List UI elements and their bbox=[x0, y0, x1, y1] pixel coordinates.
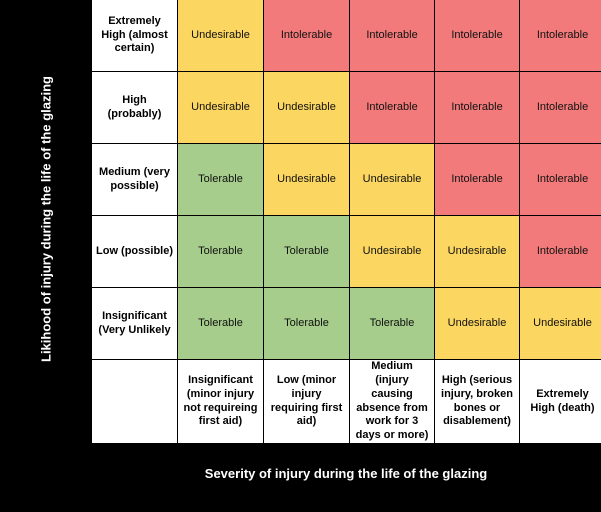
matrix-cell: Intolerable bbox=[520, 144, 601, 215]
matrix-cell: Tolerable bbox=[178, 216, 263, 287]
matrix-cell: Intolerable bbox=[435, 72, 519, 143]
matrix-cell: Undesirable bbox=[435, 288, 519, 359]
matrix-cell: Intolerable bbox=[520, 0, 601, 71]
matrix-cell: Intolerable bbox=[264, 0, 349, 71]
matrix-cell: Tolerable bbox=[264, 216, 349, 287]
matrix-cell: Undesirable bbox=[264, 144, 349, 215]
row-label: High (probably) bbox=[92, 72, 177, 143]
column-label: Medium (injury causing absence from work… bbox=[350, 360, 434, 443]
matrix-cell: Undesirable bbox=[435, 216, 519, 287]
matrix-cell: Intolerable bbox=[350, 72, 434, 143]
matrix-cell: Intolerable bbox=[350, 0, 434, 71]
matrix-cell: Intolerable bbox=[520, 72, 601, 143]
column-label: High (serious injury, broken bones or di… bbox=[435, 360, 519, 443]
matrix-cell: Intolerable bbox=[435, 144, 519, 215]
matrix-cell: Tolerable bbox=[350, 288, 434, 359]
row-label: Insignificant (Very Unlikely bbox=[92, 288, 177, 359]
matrix-cell: Undesirable bbox=[178, 72, 263, 143]
column-label: Insignificant (minor injury not requirei… bbox=[178, 360, 263, 443]
matrix-cell: Undesirable bbox=[520, 288, 601, 359]
column-label: Extremely High (death) bbox=[520, 360, 601, 443]
row-label: Extremely High (almost certain) bbox=[92, 0, 177, 71]
matrix-cell: Intolerable bbox=[520, 216, 601, 287]
matrix-cell: Undesirable bbox=[264, 72, 349, 143]
matrix-cell: Tolerable bbox=[264, 288, 349, 359]
matrix-cell: Undesirable bbox=[178, 0, 263, 71]
x-axis-label: Severity of injury during the life of th… bbox=[204, 466, 488, 481]
y-axis-label: Likihood of injury during the life of th… bbox=[38, 76, 54, 362]
matrix-cell: Undesirable bbox=[350, 144, 434, 215]
risk-matrix: Extremely High (almost certain) Undesira… bbox=[92, 0, 601, 443]
matrix-cell: Undesirable bbox=[350, 216, 434, 287]
column-label: Low (minor injury requiring first aid) bbox=[264, 360, 349, 443]
row-label: Medium (very possible) bbox=[92, 144, 177, 215]
row-label: Low (possible) bbox=[92, 216, 177, 287]
matrix-cell: Tolerable bbox=[178, 144, 263, 215]
matrix-cell: Intolerable bbox=[435, 0, 519, 71]
matrix-cell: Tolerable bbox=[178, 288, 263, 359]
matrix-corner bbox=[92, 360, 177, 443]
